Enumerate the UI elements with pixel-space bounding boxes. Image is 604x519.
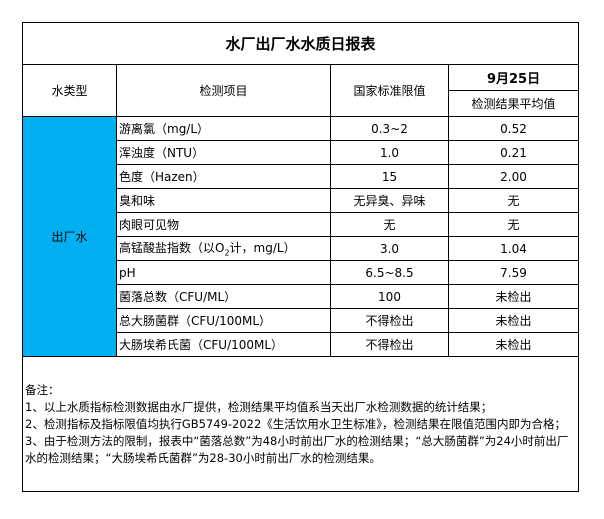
standard-cell: 无: [330, 212, 449, 237]
item-cell: 总大肠菌群（CFU/100ML）: [116, 308, 331, 333]
standard-cell: 3.0: [330, 236, 449, 261]
note-line: 2、检测指标及指标限值均执行GB5749-2022《生活饮用水卫生标准》，检测结…: [25, 416, 567, 431]
standard-cell: 6.5~8.5: [330, 260, 449, 285]
result-cell: 2.00: [447, 164, 580, 189]
item-cell: 大肠埃希氏菌（CFU/100ML）: [116, 332, 331, 357]
item-cell: 游离氯（mg/L）: [116, 116, 331, 141]
standard-cell: 不得检出: [330, 332, 449, 357]
header-date: 9月25日: [447, 64, 580, 91]
item-cell: 臭和味: [116, 188, 331, 213]
item-subscript: 2: [224, 248, 230, 258]
table-row: 色度（Hazen） 15 2.00: [23, 164, 580, 189]
item-cell: pH: [116, 260, 331, 285]
result-cell: 未检出: [447, 332, 580, 357]
result-cell: 未检出: [447, 308, 580, 333]
item-cell: 浑浊度（NTU）: [116, 140, 331, 165]
result-cell: 7.59: [447, 260, 580, 285]
result-cell: 无: [447, 212, 580, 237]
result-cell: 0.21: [447, 140, 580, 165]
header-water-type: 水类型: [22, 64, 117, 117]
result-cell: 0.52: [447, 116, 580, 141]
item-cell: 菌落总数（CFU/ML）: [116, 284, 331, 309]
note-line: 1、以上水质指标检测数据由水厂提供，检测结果平均值系当天出厂水检测数据的统计结果…: [25, 399, 493, 414]
category-cell: 出厂水: [22, 116, 117, 357]
header-standard: 国家标准限值: [330, 64, 449, 117]
result-cell: 1.04: [447, 236, 580, 261]
report-title: 水厂出厂水水质日报表: [21, 22, 580, 65]
table-row: pH 6.5~8.5 7.59: [23, 260, 580, 285]
notes-heading: 备注：: [25, 382, 60, 397]
standard-cell: 不得检出: [330, 308, 449, 333]
table-row: 菌落总数（CFU/ML） 100 未检出: [23, 284, 580, 309]
standard-cell: 0.3~2: [330, 116, 449, 141]
water-quality-report: 水厂出厂水水质日报表 水类型 检测项目 国家标准限值 9月25日 检测结果平均值…: [21, 22, 580, 492]
result-cell: 无: [447, 188, 580, 213]
standard-cell: 1.0: [330, 140, 449, 165]
table-row: 肉眼可见物 无 无: [23, 212, 580, 237]
header-item: 检测项目: [116, 64, 331, 117]
item-text: 高锰酸盐指数（以O: [119, 241, 225, 256]
table-row: 大肠埃希氏菌（CFU/100ML） 不得检出 未检出: [23, 332, 580, 357]
table-row: 臭和味 无异臭、异味 无: [23, 188, 580, 213]
header-result: 检测结果平均值: [447, 90, 580, 117]
standard-cell: 无异臭、异味: [330, 188, 449, 213]
item-text: 计，mg/L）: [229, 241, 296, 256]
standard-cell: 15: [330, 164, 449, 189]
table-row: 高锰酸盐指数（以O2计，mg/L） 3.0 1.04: [23, 236, 580, 261]
note-line: 3、由于检测方法的限制，报表中“菌落总数”为48小时前出厂水的检测结果；“总大肠…: [25, 433, 569, 465]
item-cell: 肉眼可见物: [116, 212, 331, 237]
report-table: 水厂出厂水水质日报表 水类型 检测项目 国家标准限值 9月25日 检测结果平均值…: [21, 22, 580, 492]
item-cell: 高锰酸盐指数（以O2计，mg/L）: [116, 236, 331, 261]
result-cell: 未检出: [447, 284, 580, 309]
table-row: 出厂水 游离氯（mg/L） 0.3~2 0.52: [22, 116, 580, 357]
standard-cell: 100: [330, 284, 449, 309]
notes-section: 备注： 1、以上水质指标检测数据由水厂提供，检测结果平均值系当天出厂水检测数据的…: [21, 356, 580, 492]
table-row: 浑浊度（NTU） 1.0 0.21: [23, 140, 580, 165]
item-cell: 色度（Hazen）: [116, 164, 331, 189]
